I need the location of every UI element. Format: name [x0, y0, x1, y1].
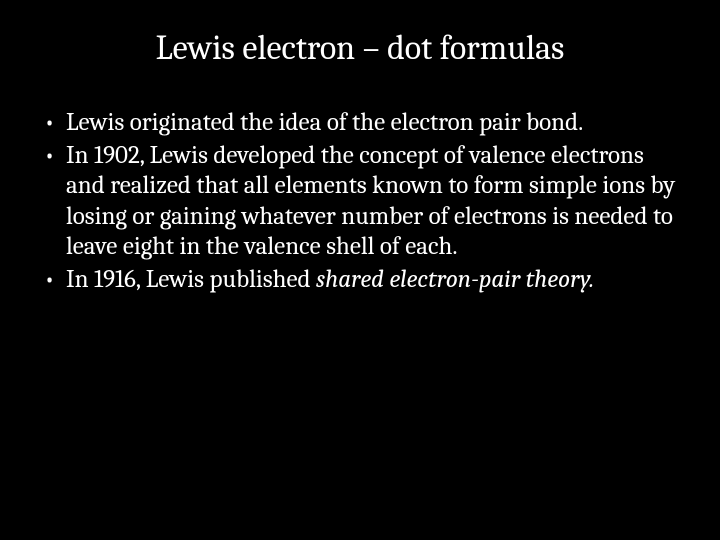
slide-content: Lewis originated the idea of the electro… [0, 88, 720, 295]
bullet-text: Lewis originated the idea of the electro… [66, 108, 583, 137]
bullet-text: In 1902, Lewis developed the concept of … [66, 141, 675, 262]
slide: Lewis electron – dot formulas Lewis orig… [0, 0, 720, 540]
slide-title: Lewis electron – dot formulas [0, 0, 720, 88]
bullet-list: Lewis originated the idea of the electro… [38, 108, 682, 295]
bullet-text-prefix: In 1916, Lewis published [66, 265, 316, 294]
bullet-text-italic: shared electron-pair theory. [316, 265, 594, 294]
list-item: In 1916, Lewis published shared electron… [38, 265, 682, 296]
list-item: Lewis originated the idea of the electro… [38, 108, 682, 139]
list-item: In 1902, Lewis developed the concept of … [38, 141, 682, 263]
